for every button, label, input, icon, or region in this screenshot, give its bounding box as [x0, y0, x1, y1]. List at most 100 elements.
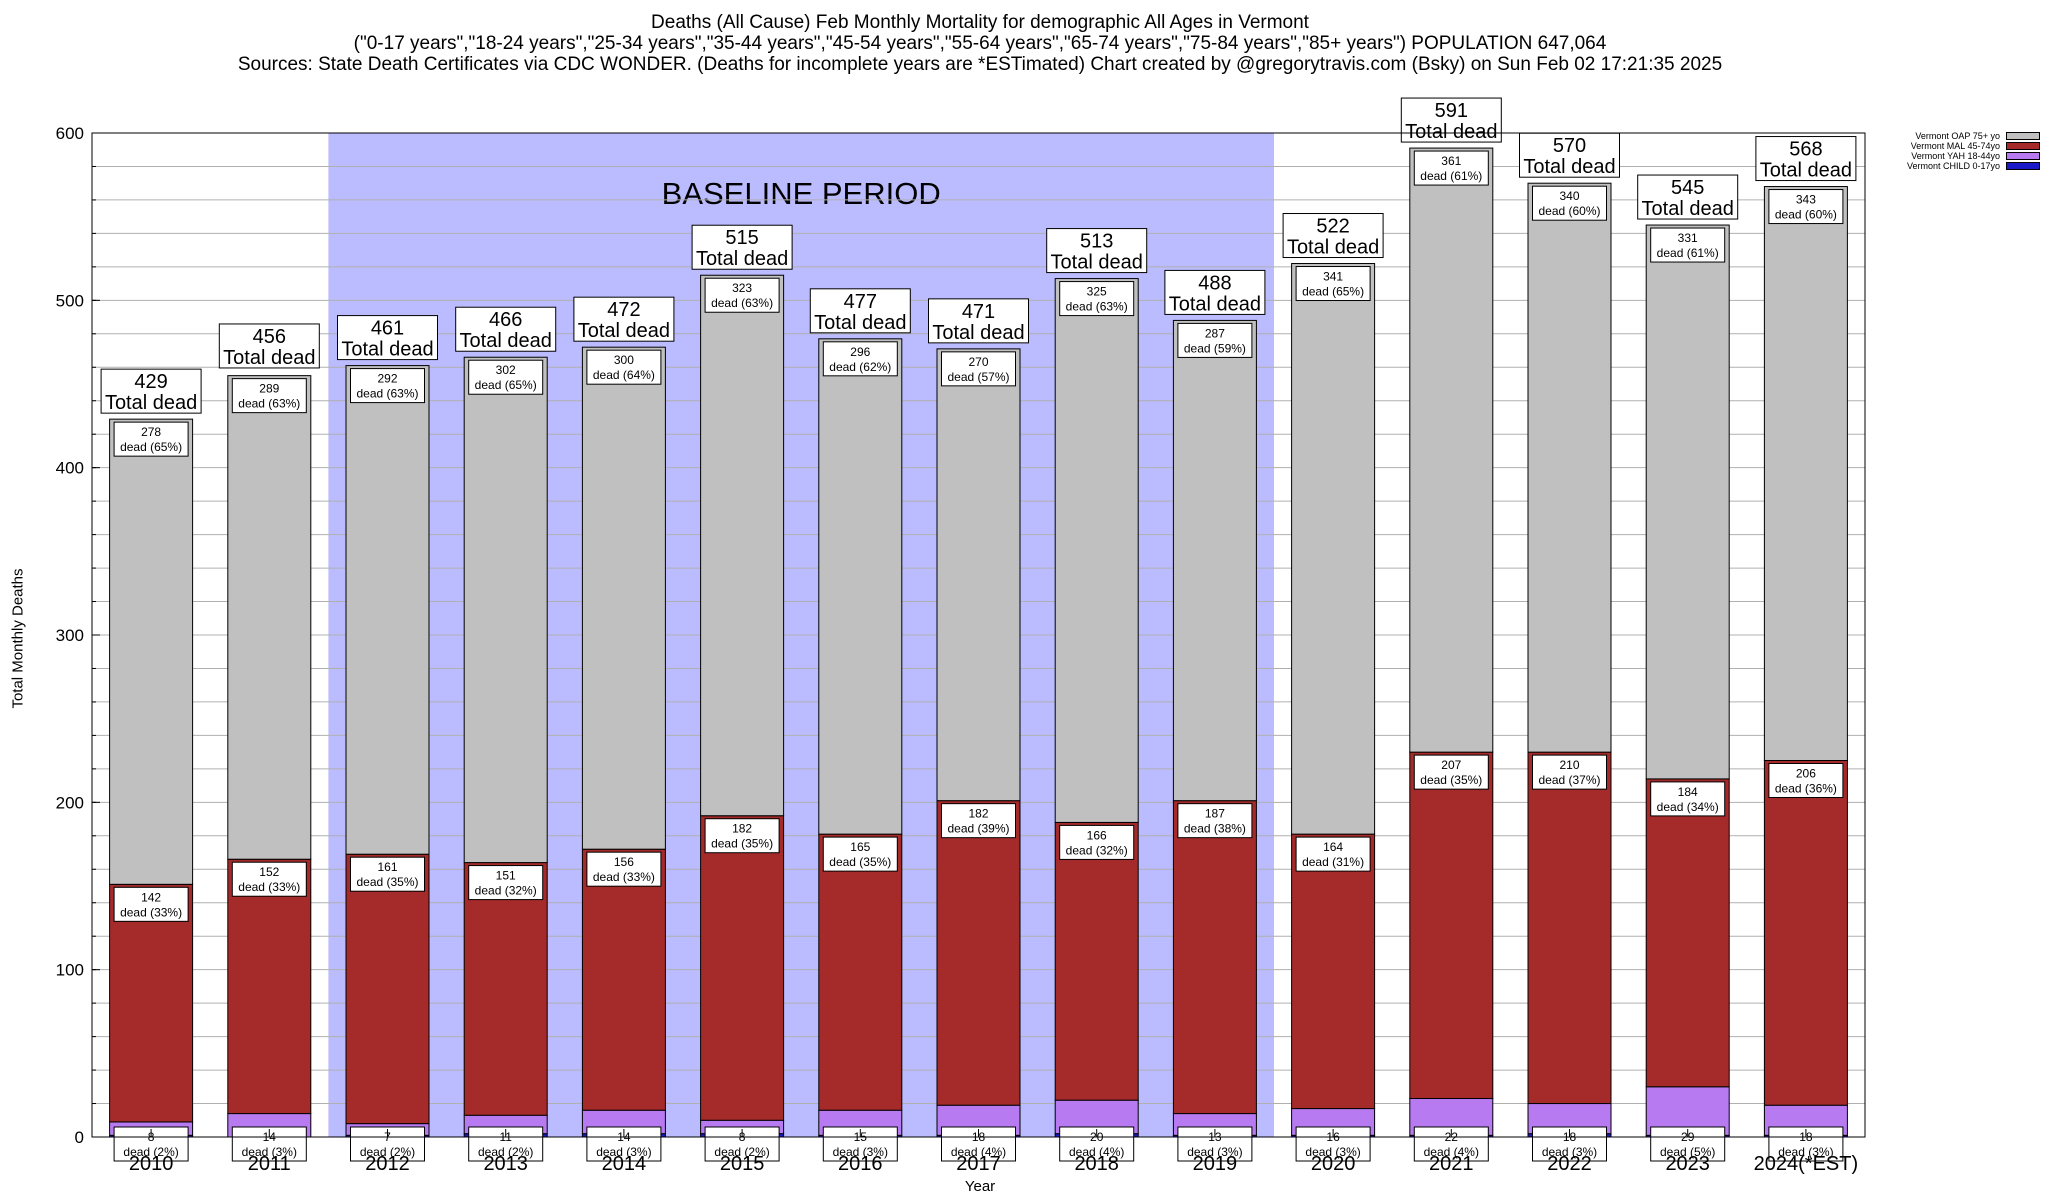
total-label-box [928, 298, 1029, 344]
legend-label: Vermont MAL 45-74yo [1910, 141, 2000, 151]
segment-label-value: 207 [1441, 758, 1461, 772]
segment-label-pct: dead (37%) [1538, 773, 1600, 787]
segment-label-box [468, 1126, 544, 1162]
total-label-box [691, 224, 793, 270]
total-label-suffix: Total dead [1287, 237, 1379, 259]
segment-label-pct: dead (61%) [1657, 246, 1719, 260]
segment-label-box [468, 359, 544, 395]
x-tick-label: 2023 [1665, 1153, 1710, 1175]
legend-swatch [2006, 152, 2040, 160]
total-label-suffix: Total dead [1642, 198, 1734, 220]
bar-segment [1054, 278, 1139, 823]
y-tick-label: 100 [56, 961, 84, 980]
total-label-value: 461 [371, 318, 404, 340]
total-label-box [455, 306, 557, 352]
segment-label-box [1177, 803, 1253, 839]
segment-label-value: 151 [496, 869, 516, 883]
segment-label-box [1768, 763, 1844, 798]
segment-label-pct: dead (31%) [1302, 855, 1364, 869]
total-label-suffix: Total dead [1405, 121, 1497, 143]
segment-label-value: 292 [377, 372, 397, 386]
total-label-suffix: Total dead [814, 312, 906, 334]
total-label-box [809, 288, 911, 334]
segment-label-value: 182 [968, 807, 988, 821]
segment-label-box [350, 856, 425, 892]
legend-swatch [2006, 162, 2040, 170]
segment-label-box [1059, 281, 1135, 317]
bar-segment [1172, 800, 1257, 1115]
legend-swatch [2006, 142, 2040, 150]
segment-label-pct: dead (36%) [1775, 782, 1837, 796]
bar-segment [936, 348, 1021, 802]
segment-label-value: 289 [259, 382, 279, 396]
segment-label-value: 184 [1678, 785, 1698, 799]
total-label-box [1400, 97, 1502, 143]
y-tick-label: 0 [75, 1128, 84, 1147]
total-label-value: 570 [1553, 135, 1586, 157]
bar-segment [1172, 319, 1257, 802]
chart-title-line-1: Deaths (All Cause) Feb Monthly Mortality… [651, 12, 1309, 33]
total-label-suffix: Total dead [578, 320, 670, 342]
total-label-box [337, 315, 438, 361]
x-tick-label: 2017 [956, 1153, 1001, 1175]
segment-label-box [586, 851, 662, 887]
x-tick-label: 2010 [129, 1153, 174, 1175]
total-label-box [1164, 269, 1266, 315]
total-label-value: 545 [1671, 177, 1704, 199]
segment-label-box [1295, 266, 1371, 302]
x-tick-label: 2024(*EST) [1754, 1153, 1859, 1175]
segment-label-box [350, 368, 425, 404]
segment-label-box [1295, 836, 1371, 872]
x-tick-label: 2014 [602, 1153, 647, 1175]
legend-item: Vermont CHILD 0-17yo [1907, 161, 2040, 171]
segment-label-box [941, 803, 1016, 839]
segment-label-box [1650, 227, 1726, 263]
segment-label-pct: dead (35%) [711, 837, 773, 851]
segment-label-pct: dead (60%) [1538, 204, 1600, 218]
bar-segment [1409, 751, 1494, 1100]
total-label-box [1519, 132, 1620, 178]
bar-segment [463, 862, 548, 1116]
segment-label-pct: dead (65%) [120, 440, 182, 454]
total-label-suffix: Total dead [1169, 293, 1261, 315]
baseline-period-label: BASELINE PERIOD [662, 176, 941, 211]
x-tick-label: 2022 [1547, 1153, 1592, 1175]
bar-segment [1763, 186, 1848, 761]
bar-segment [818, 338, 903, 835]
segment-label-box [113, 421, 189, 457]
segment-label-pct: dead (3%) [833, 1145, 888, 1159]
segment-label-value: 278 [141, 425, 161, 439]
legend-swatch [2006, 132, 2040, 140]
total-label-value: 472 [607, 299, 640, 321]
segment-label-value: 323 [732, 281, 752, 295]
segment-label-pct: dead (61%) [1420, 169, 1482, 183]
segment-label-value: 166 [1087, 828, 1107, 842]
legend-item: Vermont MAL 45-74yo [1907, 141, 2040, 151]
segment-label-pct: dead (62%) [829, 360, 891, 374]
segment-label-pct: dead (3%) [1778, 1145, 1833, 1159]
total-label-suffix: Total dead [1523, 156, 1615, 178]
bar-segment [1645, 224, 1730, 780]
segment-label-pct: dead (2%) [714, 1145, 769, 1159]
total-label-value: 513 [1080, 231, 1113, 253]
total-label-box [1755, 136, 1857, 182]
total-label-suffix: Total dead [1760, 160, 1852, 182]
x-tick-label: 2018 [1074, 1153, 1119, 1175]
segment-label-box [468, 865, 544, 901]
total-label-box [1046, 228, 1148, 274]
legend-item: Vermont YAH 18-44yo [1907, 151, 2040, 161]
segment-label-pct: dead (4%) [1424, 1145, 1479, 1159]
segment-label-pct: dead (63%) [356, 387, 418, 401]
bar-segment [1291, 263, 1376, 835]
segment-label-pct: dead (35%) [829, 855, 891, 869]
segment-label-value: 287 [1205, 326, 1225, 340]
total-label-box [100, 368, 202, 414]
y-tick-label: 400 [56, 459, 84, 478]
segment-label-pct: dead (4%) [951, 1145, 1006, 1159]
x-tick-label: 2016 [838, 1153, 883, 1175]
segment-label-pct: dead (60%) [1775, 208, 1837, 222]
total-label-box [1282, 213, 1384, 259]
segment-label-value: 206 [1796, 767, 1816, 781]
legend-item: Vermont OAP 75+ yo [1907, 131, 2040, 141]
segment-label-pct: dead (57%) [947, 370, 1009, 384]
